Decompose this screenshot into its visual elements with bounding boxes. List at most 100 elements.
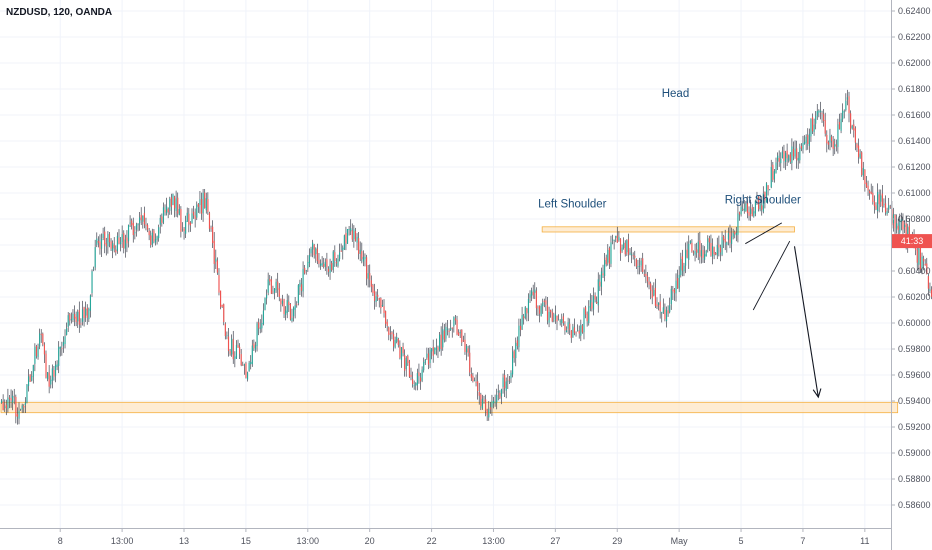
candle: [212, 220, 214, 249]
candle: [656, 297, 658, 309]
candle-body: [164, 209, 166, 213]
candle-body: [550, 310, 552, 313]
candle: [281, 294, 284, 307]
candle: [872, 185, 874, 205]
candle-body: [867, 185, 869, 191]
candle: [565, 326, 568, 333]
candle: [462, 335, 464, 343]
price-axis[interactable]: 0.62400 0.62200 0.62000 0.61800 0.61600 0.614…: [891, 0, 931, 550]
candle-body: [502, 377, 504, 387]
candle-body: [616, 235, 618, 243]
candle-body: [448, 330, 450, 333]
candle: [21, 403, 23, 413]
candle-body: [216, 260, 218, 273]
candle-body: [689, 240, 691, 244]
candle-body: [127, 224, 130, 242]
candle-body: [434, 347, 436, 355]
candle-body: [351, 230, 353, 240]
candle: [772, 161, 774, 183]
candle-body: [918, 248, 920, 265]
candle: [735, 227, 737, 242]
candle-body: [386, 321, 388, 326]
candle: [599, 274, 601, 292]
candle: [537, 305, 539, 317]
candle-body: [66, 328, 68, 335]
candle-body: [281, 300, 284, 304]
candle-body: [151, 232, 153, 245]
candle-body: [242, 364, 244, 366]
candle-body: [443, 330, 445, 340]
candle-body: [672, 289, 674, 292]
candle-body: [388, 327, 390, 336]
candle-body: [761, 205, 763, 210]
candle-body: [813, 124, 815, 132]
candle-body: [456, 319, 458, 335]
candle-body: [193, 211, 195, 216]
candle-body: [564, 324, 566, 331]
candle: [348, 225, 350, 236]
candle: [531, 287, 533, 302]
candle-body: [726, 242, 728, 245]
candle: [181, 222, 184, 232]
candle: [794, 140, 796, 159]
candle-body: [272, 291, 274, 293]
candle: [796, 140, 798, 169]
candle: [904, 220, 906, 234]
candle-body: [523, 316, 525, 319]
candle-body: [923, 258, 925, 262]
candle: [881, 185, 883, 213]
candle-body: [324, 261, 326, 267]
candle: [635, 258, 637, 270]
candle-body: [435, 347, 437, 351]
candle-body: [500, 389, 503, 397]
candle: [707, 235, 709, 253]
candle-body: [439, 334, 441, 351]
candle-body: [105, 243, 107, 247]
time-axis[interactable]: 8 13:00 13 15 13:00 20 22 13:00 27 29 May 5 7 11: [0, 528, 891, 546]
candle: [665, 306, 668, 328]
candle: [229, 349, 231, 356]
candle: [465, 343, 468, 361]
x-tick-label: 15: [241, 536, 251, 546]
candle: [757, 195, 760, 212]
candle: [696, 242, 698, 258]
candle: [526, 307, 528, 322]
candle-body: [621, 247, 623, 252]
candle: [20, 408, 22, 411]
candle: [169, 196, 171, 215]
candle-body: [256, 323, 258, 347]
candle-body: [707, 238, 709, 250]
candle: [18, 402, 20, 425]
candle: [731, 227, 733, 253]
candle-body: [305, 270, 307, 272]
candle: [392, 329, 395, 352]
candle-body: [678, 274, 680, 289]
candle: [273, 288, 276, 300]
candle: [310, 246, 312, 257]
candle-body: [784, 152, 787, 162]
candle-body: [21, 405, 23, 410]
candle-body: [124, 239, 126, 249]
candle: [673, 287, 676, 301]
candle: [505, 377, 507, 399]
candle-body: [235, 345, 238, 359]
candle-body: [348, 229, 350, 230]
candle-body: [583, 309, 585, 333]
candle: [220, 290, 222, 310]
candle: [864, 169, 866, 192]
candle-body: [740, 206, 742, 215]
candle-body: [243, 364, 245, 366]
candle-body: [240, 354, 242, 366]
candle: [756, 191, 758, 205]
candle: [231, 334, 233, 357]
y-tick-label: 0.60200: [898, 292, 931, 302]
candle: [853, 119, 855, 138]
candle-body: [378, 297, 380, 300]
candle-body: [310, 248, 312, 254]
candle: [548, 306, 550, 328]
candle: [583, 307, 585, 340]
candle: [164, 204, 166, 216]
candle: [751, 204, 753, 217]
